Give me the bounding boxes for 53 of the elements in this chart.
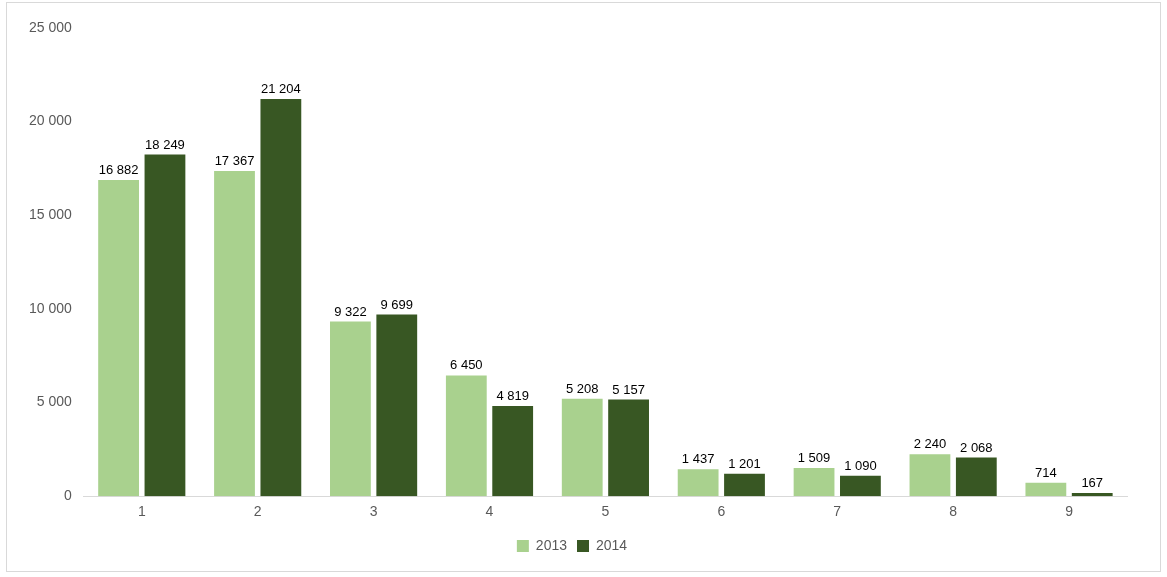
data-label: 2 240 bbox=[913, 436, 947, 452]
data-label: 4 819 bbox=[496, 388, 529, 404]
y-tick-label: 5 000 bbox=[36, 393, 73, 410]
data-label: 5 208 bbox=[565, 380, 599, 396]
bar bbox=[1071, 493, 1113, 497]
legend-label: 2013 bbox=[535, 536, 568, 553]
bar bbox=[330, 321, 371, 497]
data-label: 5 157 bbox=[612, 381, 645, 397]
bar bbox=[144, 154, 186, 497]
bar bbox=[793, 467, 835, 497]
data-label: 6 450 bbox=[450, 357, 483, 373]
x-tick-label: 2 bbox=[253, 503, 262, 520]
x-tick-label: 1 bbox=[137, 503, 146, 520]
bar bbox=[214, 170, 255, 497]
y-tick-label: 10 000 bbox=[28, 299, 73, 316]
data-label: 2 068 bbox=[960, 439, 993, 455]
bar bbox=[909, 454, 951, 497]
bar bbox=[98, 180, 139, 497]
legend-label: 2014 bbox=[596, 536, 628, 553]
data-label: 18 249 bbox=[145, 136, 185, 152]
x-tick-label: 8 bbox=[949, 503, 958, 520]
data-label: 9 699 bbox=[380, 296, 414, 312]
x-tick-label: 9 bbox=[1065, 503, 1074, 520]
bar bbox=[260, 99, 302, 497]
x-tick-label: 3 bbox=[369, 503, 378, 520]
data-label: 167 bbox=[1081, 475, 1104, 491]
data-label: 714 bbox=[1035, 464, 1057, 480]
y-tick-label: 15 000 bbox=[28, 206, 73, 223]
bar bbox=[376, 314, 418, 497]
y-tick-label: 25 000 bbox=[28, 18, 73, 35]
x-tick-label: 4 bbox=[485, 503, 494, 520]
data-label: 1 437 bbox=[681, 451, 715, 467]
data-label: 21 204 bbox=[260, 81, 301, 97]
bar bbox=[955, 457, 997, 497]
bar bbox=[492, 405, 534, 497]
data-label: 9 322 bbox=[334, 303, 367, 319]
x-tick-label: 7 bbox=[833, 503, 842, 520]
bar bbox=[677, 469, 719, 497]
bar bbox=[561, 398, 603, 497]
y-tick-label: 0 bbox=[64, 487, 73, 504]
data-label: 1 201 bbox=[728, 455, 761, 471]
y-tick-label: 20 000 bbox=[28, 112, 73, 129]
bar bbox=[608, 399, 649, 497]
x-tick-label: 6 bbox=[717, 503, 726, 520]
data-label: 1 509 bbox=[797, 450, 831, 466]
bar bbox=[1025, 482, 1067, 497]
data-label: 16 882 bbox=[98, 162, 139, 178]
bar bbox=[724, 473, 765, 497]
x-tick-label: 5 bbox=[601, 503, 610, 520]
bar bbox=[840, 475, 881, 497]
data-label: 17 367 bbox=[214, 153, 255, 169]
data-label: 1 090 bbox=[844, 457, 877, 473]
bar bbox=[445, 375, 487, 497]
